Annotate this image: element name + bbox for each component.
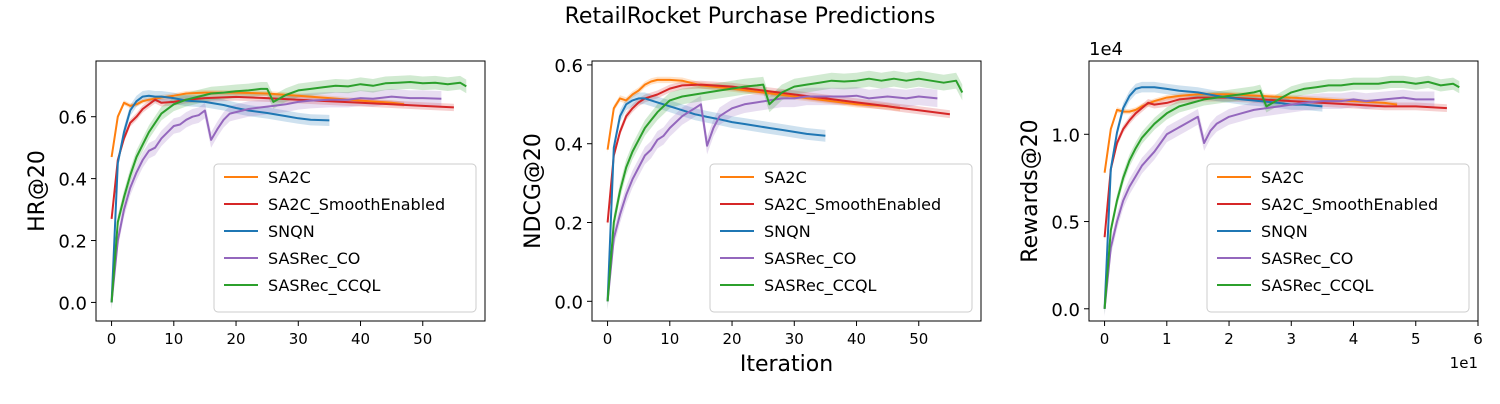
legend-frame: [1206, 163, 1470, 313]
legend-label: SASRec_CO: [268, 249, 360, 269]
legend-label: SNQN: [1261, 222, 1308, 241]
legend: SA2C SA2C_SmoothEnabled SNQN SASRec_CO SASRe…: [709, 163, 973, 313]
y-axis-label: Rewards@20: [1018, 119, 1043, 262]
chart-panel-2: 0 10 20 30 40 50 0.0 0.2 0.4 0.6 NDCG@20 Iteration S…: [521, 56, 982, 377]
y-tick-label: 0.0: [58, 293, 87, 314]
axes-frame: [591, 60, 982, 322]
x-tick-label: 50: [909, 330, 928, 348]
series-line-SASRec_CCQL: [1103, 80, 1460, 309]
y-tick-label: 0.2: [58, 232, 87, 253]
legend-label: SASRec_CCQL: [1261, 276, 1374, 296]
x-tick-label: 4: [1349, 330, 1359, 348]
x-tick-label: 1: [1162, 330, 1172, 348]
legend: SA2C SA2C_SmoothEnabled SNQN SASRec_CO SASRe…: [1206, 163, 1470, 313]
y-tick-label: 0.0: [1051, 300, 1080, 321]
series-line-SNQN: [1103, 86, 1323, 309]
series-line-SA2C: [110, 91, 405, 158]
legend-label: SA2C: [268, 168, 311, 187]
series-line-SNQN: [110, 94, 330, 303]
figure-title: RetailRocket Purchase Predictions: [564, 4, 936, 29]
legend-label: SA2C_SmoothEnabled: [764, 195, 941, 215]
legend-frame: [213, 163, 477, 313]
legend-label: SA2C: [764, 168, 807, 187]
x-tick-label: 40: [847, 330, 866, 348]
series-line-SA2C_SmoothEnabled: [110, 95, 454, 220]
legend-label: SA2C_SmoothEnabled: [1261, 195, 1438, 215]
y-tick-label: 1.0: [1051, 125, 1080, 146]
x-tick-label: 10: [164, 330, 183, 348]
series-line-SNQN: [606, 97, 826, 302]
x-tick-label: 3: [1287, 330, 1297, 348]
legend-label: SASRec_CCQL: [268, 276, 381, 296]
y-tick-label: 0.2: [554, 214, 583, 235]
x-tick-label: 20: [722, 330, 741, 348]
axes-frame: [1088, 60, 1479, 322]
x-tick-label: 6: [1473, 330, 1483, 348]
legend-label: SA2C: [1261, 168, 1304, 187]
y-tick-label: 0.0: [554, 292, 583, 313]
legend-label: SASRec_CO: [764, 249, 856, 269]
x-tick-label: 10: [660, 330, 679, 348]
y-offset-text: 1e4: [1089, 39, 1123, 60]
series-line-SA2C: [606, 78, 901, 150]
series-line-SA2C_SmoothEnabled: [1103, 96, 1447, 238]
x-tick-label: 0: [107, 330, 117, 348]
x-tick-label: 20: [226, 330, 245, 348]
series-line-SASRec_CO: [606, 94, 938, 302]
legend-frame: [709, 163, 973, 313]
x-tick-label: 0: [603, 330, 613, 348]
legend-label: SA2C_SmoothEnabled: [268, 195, 445, 215]
y-tick-label: 0.4: [58, 170, 87, 191]
y-axis-label: HR@20: [25, 150, 50, 232]
series-line-SA2C_SmoothEnabled: [606, 83, 951, 223]
series-line-SASRec_CCQL: [110, 81, 467, 303]
legend-label: SASRec_CCQL: [764, 276, 877, 296]
x-tick-label: 2: [1224, 330, 1234, 348]
x-axis-label: Iteration: [740, 352, 833, 377]
y-tick-label: 0.6: [554, 56, 583, 77]
x-tick-label: 30: [785, 330, 804, 348]
series-band-SA2C: [1104, 91, 1398, 176]
axes-frame: [95, 60, 486, 322]
legend-label: SNQN: [268, 222, 315, 241]
legend: SA2C SA2C_SmoothEnabled SNQN SASRec_CO SASRe…: [213, 163, 477, 313]
x-tick-label: 5: [1411, 330, 1421, 348]
y-axis-label: NDCG@20: [521, 133, 546, 249]
series-line-SASRec_CO: [110, 95, 442, 303]
y-tick-label: 0.6: [58, 108, 87, 129]
y-tick-label: 0.4: [554, 135, 583, 156]
series-line-SASRec_CO: [1103, 96, 1435, 309]
x-tick-label: 0: [1100, 330, 1110, 348]
chart-panel-1: 0 10 20 30 40 50 0.0 0.2 0.4 0.6 HR@20 SA2C SA2C_Smo…: [25, 60, 486, 348]
y-tick-label: 0.5: [1051, 213, 1080, 234]
x-tick-label: 30: [289, 330, 308, 348]
legend-label: SASRec_CO: [1261, 249, 1353, 269]
x-tick-label: 50: [413, 330, 432, 348]
chart-panel-3: 0 1 2 3 4 5 60.00.51.0Rewards@201e41e1SA2CSA2C…: [1018, 39, 1483, 372]
series-line-SASRec_CCQL: [606, 77, 964, 302]
legend-label: SNQN: [764, 222, 811, 241]
x-tick-label: 40: [351, 330, 370, 348]
x-offset-text: 1e1: [1450, 354, 1478, 372]
